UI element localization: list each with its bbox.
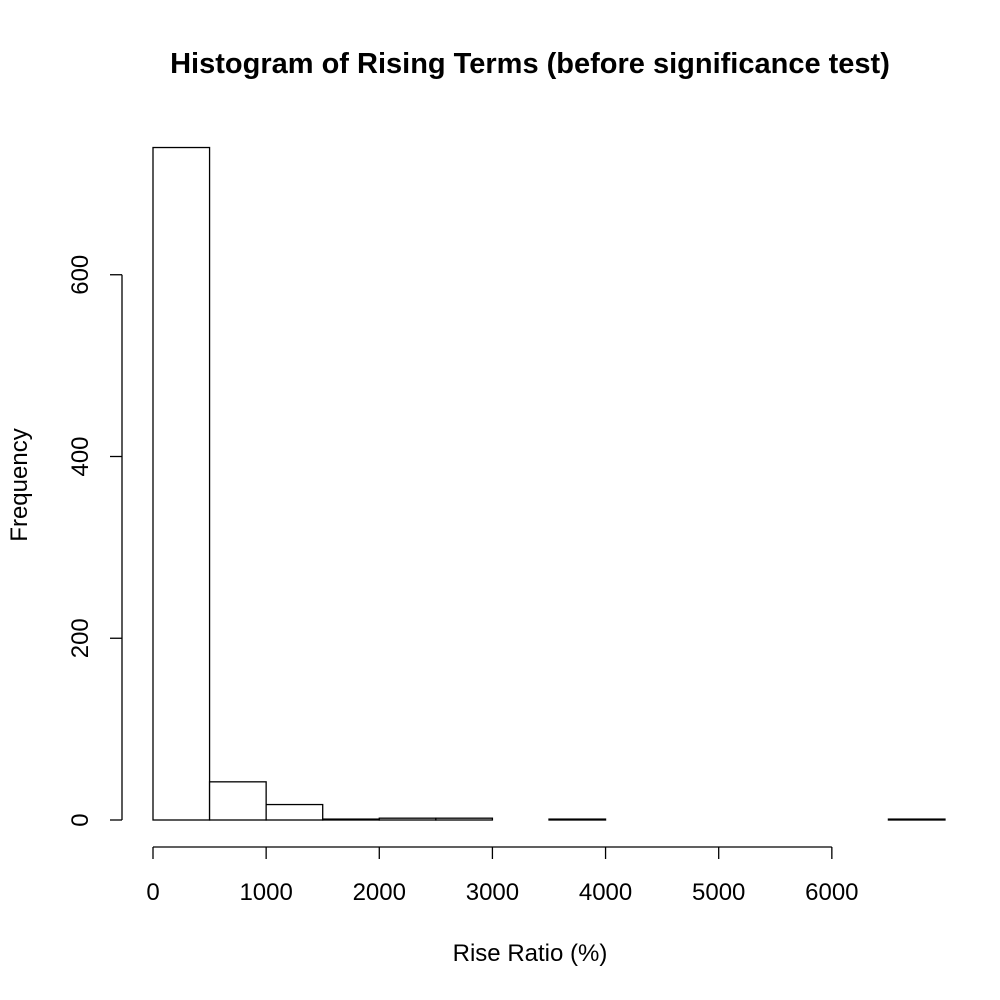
x-tick-label: 2000 <box>353 879 406 906</box>
histogram-bar <box>322 818 380 821</box>
x-tick-label: 6000 <box>805 879 858 906</box>
histogram-bar <box>208 781 267 821</box>
y-axis-label: Frequency <box>6 428 33 541</box>
x-tick-label: 0 <box>146 879 159 906</box>
histogram-bar <box>887 818 946 821</box>
chart-title: Histogram of Rising Terms (before signif… <box>170 48 890 80</box>
x-axis-label: Rise Ratio (%) <box>453 940 608 967</box>
histogram-bars <box>152 146 946 821</box>
y-tick-label: 400 <box>67 436 94 476</box>
y-axis: 0 200 400 600 <box>67 255 123 827</box>
x-tick-label: 3000 <box>466 879 519 906</box>
histogram-bar <box>548 818 607 821</box>
x-axis: 0 1000 2000 3000 4000 5000 6000 <box>146 846 859 906</box>
x-tick-label: 4000 <box>579 879 632 906</box>
y-tick-label: 0 <box>67 813 94 826</box>
x-tick-label: 1000 <box>239 879 292 906</box>
y-tick-label: 600 <box>67 255 94 295</box>
x-tick-label: 5000 <box>692 879 745 906</box>
histogram-bar <box>152 146 211 821</box>
y-tick-label: 200 <box>67 618 94 658</box>
histogram-bar <box>435 817 494 821</box>
histogram-bar <box>265 803 324 821</box>
histogram-bar <box>378 817 437 821</box>
